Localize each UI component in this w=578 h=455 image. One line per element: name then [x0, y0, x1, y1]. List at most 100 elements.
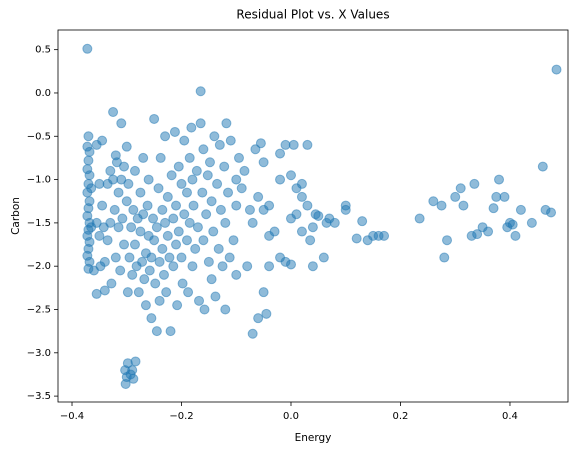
scatter-point — [121, 196, 132, 207]
scatter-point — [151, 326, 162, 337]
scatter-point — [302, 200, 313, 211]
scatter-point — [113, 187, 124, 198]
scatter-point — [138, 152, 149, 163]
scatter-point — [192, 222, 203, 233]
scatter-point — [173, 161, 184, 172]
scatter-point — [198, 235, 209, 246]
scatter-point — [188, 200, 199, 211]
scatter-point — [203, 256, 214, 267]
scatter-point — [488, 203, 499, 214]
scatter-point — [154, 295, 165, 306]
scatter-point — [526, 217, 537, 228]
scatter-point — [199, 304, 210, 315]
scatter-point — [139, 274, 150, 285]
scatter-point — [253, 313, 264, 324]
scatter-point — [210, 291, 221, 302]
scatter-point — [82, 43, 93, 54]
scatter-point — [209, 131, 220, 142]
scatter-point — [296, 178, 307, 189]
scatter-point — [151, 222, 162, 233]
scatter-point — [127, 365, 138, 376]
scatter-point — [285, 259, 296, 270]
scatter-point — [181, 235, 192, 246]
scatter-point — [162, 191, 173, 202]
scatter-point — [213, 243, 224, 254]
y-tick-label: −3.0 — [27, 348, 51, 359]
scatter-point — [261, 308, 272, 319]
y-tick-label: −0.5 — [27, 131, 51, 142]
scatter-point — [285, 170, 296, 181]
scatter-point — [83, 131, 94, 142]
y-axis-label: Carbon — [10, 197, 22, 235]
scatter-point — [106, 278, 117, 289]
scatter-point — [177, 278, 188, 289]
scatter-point — [183, 287, 194, 298]
scatter-point — [84, 170, 95, 181]
scatter-point — [126, 222, 137, 233]
scatter-point — [166, 170, 177, 181]
scatter-point — [94, 230, 105, 241]
scatter-point — [221, 118, 232, 129]
scatter-point — [162, 230, 173, 241]
scatter-point — [455, 183, 466, 194]
scatter-point — [94, 178, 105, 189]
scatter-point — [84, 146, 95, 157]
scatter-point — [494, 174, 505, 185]
x-tick-label: 0.2 — [393, 411, 409, 422]
scatter-point — [128, 373, 139, 384]
scatter-point — [197, 187, 208, 198]
scatter-point — [236, 183, 247, 194]
scatter-point — [258, 287, 269, 298]
scatter-point — [255, 138, 266, 149]
scatter-point — [214, 139, 225, 150]
scatter-point — [499, 191, 510, 202]
scatter-point — [154, 256, 165, 267]
scatter-point — [160, 217, 171, 228]
scatter-point — [379, 230, 390, 241]
scatter-point — [169, 126, 180, 137]
scatter-point — [280, 139, 291, 150]
scatter-point — [302, 139, 313, 150]
scatter-point — [108, 107, 119, 118]
scatter-point — [150, 278, 161, 289]
scatter-point — [206, 274, 217, 285]
scatter-point — [201, 209, 212, 220]
scatter-point — [233, 152, 244, 163]
scatter-point — [161, 287, 172, 298]
scatter-point — [158, 269, 169, 280]
scatter-point — [329, 217, 340, 228]
scatter-point — [149, 235, 160, 246]
scatter-point — [414, 213, 425, 224]
scatter-point — [99, 256, 110, 267]
scatter-point — [116, 174, 127, 185]
scatter-point — [510, 230, 521, 241]
scatter-point — [140, 300, 151, 311]
scatter-point — [296, 191, 307, 202]
scatter-point — [168, 261, 179, 272]
scatter-point — [186, 122, 197, 133]
scatter-point — [206, 196, 217, 207]
scatter-point — [102, 235, 113, 246]
scatter-point — [313, 210, 324, 221]
scatter-point — [176, 252, 187, 263]
scatter-point — [537, 161, 548, 172]
scatter-point — [117, 213, 128, 224]
scatter-point — [181, 187, 192, 198]
scatter-point — [220, 304, 231, 315]
scatter-point — [318, 252, 329, 263]
scatter-point — [428, 196, 439, 207]
scatter-point — [187, 261, 198, 272]
scatter-point — [219, 161, 230, 172]
scatter-point — [157, 243, 168, 254]
scatter-point — [179, 209, 190, 220]
scatter-point — [135, 187, 146, 198]
scatter-point — [190, 243, 201, 254]
x-tick-label: −0.4 — [60, 411, 84, 422]
scatter-point — [247, 328, 258, 339]
scatter-point — [97, 200, 108, 211]
scatter-point — [99, 285, 110, 296]
scatter-point — [244, 204, 255, 215]
y-tick-label: 0.0 — [35, 88, 51, 99]
scatter-point — [450, 191, 461, 202]
scatter-point — [133, 287, 144, 298]
